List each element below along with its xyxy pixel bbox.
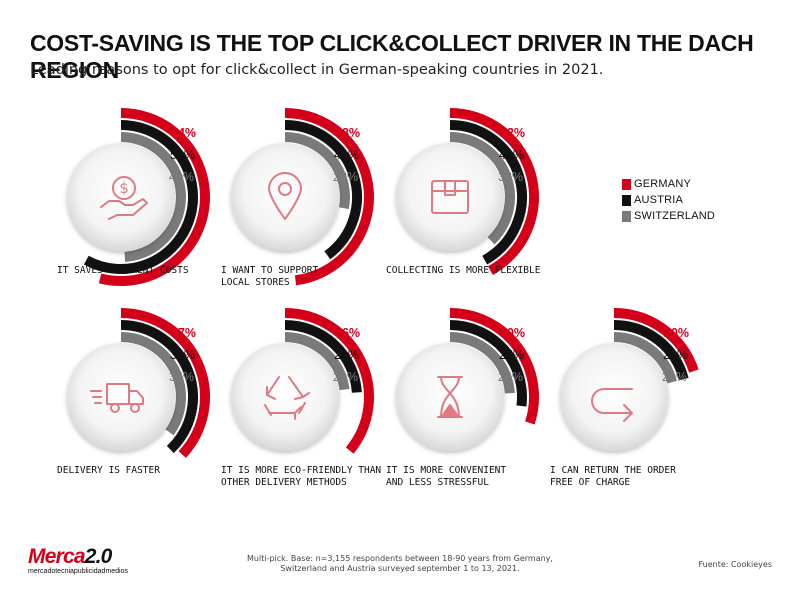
legend-item-austria: AUSTRIA — [622, 192, 715, 208]
value-label-austria: 27% — [499, 348, 524, 362]
value-label-germany: 20% — [664, 326, 689, 340]
caption-item-2: I WANT TO SUPPORT LOCAL STORES — [221, 265, 319, 288]
brand-name-part1: Merca — [28, 545, 86, 568]
legend-label-switzerland: SWITZERLAND — [634, 210, 716, 222]
arc-germany — [120, 308, 210, 458]
arc-austria — [120, 320, 198, 454]
arc-austria — [449, 120, 527, 265]
map-pin-icon — [268, 172, 302, 220]
value-label-germany: 54% — [171, 126, 196, 140]
chart-subtitle: Leading reasons to opt for click&collect… — [30, 62, 604, 78]
arc-switzerland — [284, 132, 350, 210]
chart-title: COST-SAVING IS THE TOP CLICK&COLLECT DRI… — [30, 30, 754, 83]
legend-swatch-austria — [622, 194, 631, 206]
arc-germany — [449, 308, 539, 425]
arc-switzerland — [120, 332, 186, 436]
arc-germany — [284, 308, 374, 454]
caption-item-6: IT IS MORE CONVENIENT AND LESS STRESSFUL — [386, 465, 507, 488]
caption-item-5: IT IS MORE ECO-FRIENDLY THAN OTHER DELIV… — [221, 465, 382, 488]
icon-disk — [231, 343, 339, 451]
arc-austria — [83, 120, 198, 274]
arc-austria — [284, 120, 362, 260]
value-label-germany: 37% — [171, 326, 196, 340]
legend-item-germany: GERMANY — [622, 176, 715, 192]
icon-disk — [560, 343, 668, 451]
arc-switzerland — [449, 332, 515, 394]
arc-germany — [284, 108, 374, 286]
arc-switzerland — [120, 132, 186, 262]
value-label-switzerland: 28% — [333, 170, 358, 184]
icon-disk — [67, 143, 175, 251]
radial-item-4: 37% 38% 35% — [67, 308, 210, 458]
svg-text:$: $ — [119, 179, 129, 197]
arc-austria — [284, 320, 362, 393]
legend-label-austria: AUSTRIA — [634, 194, 684, 206]
value-label-switzerland: 38% — [498, 170, 523, 184]
legend-swatch-germany — [622, 178, 631, 190]
value-label-austria: 24% — [334, 348, 359, 362]
value-label-austria: 58% — [170, 148, 195, 162]
dollar-hand-icon: $ — [100, 176, 148, 220]
legend: GERMANY AUSTRIA SWITZERLAND — [622, 176, 715, 224]
value-label-switzerland: 24% — [498, 370, 523, 384]
value-label-austria: 40% — [334, 148, 359, 162]
icon-disk — [396, 343, 504, 451]
value-label-switzerland: 35% — [169, 370, 194, 384]
icon-disk — [396, 143, 504, 251]
value-label-germany: 42% — [500, 126, 525, 140]
caption-item-4: DELIVERY IS FASTER — [57, 465, 160, 476]
caption-item-7: I CAN RETURN THE ORDER FREE OF CHARGE — [550, 465, 676, 488]
caption-item-3: COLLECTING IS MORE FLEXIBLE — [386, 265, 541, 276]
truck-icon — [90, 383, 144, 413]
arc-switzerland — [449, 132, 515, 245]
box-icon — [431, 180, 469, 214]
recycle-icon — [264, 376, 310, 420]
arc-germany — [613, 308, 699, 373]
footnote: Multi-pick. Base: n=3,155 respondents be… — [247, 554, 553, 573]
radial-item-7: 20% 21% 21% — [560, 308, 699, 451]
brand-name-part2: 2.0 — [84, 545, 113, 568]
value-label-germany: 30% — [500, 326, 525, 340]
legend-item-switzerland: SWITZERLAND — [622, 208, 715, 224]
radial-item-2: 48% 40% 28% — [231, 108, 374, 286]
value-label-germany: 48% — [335, 126, 360, 140]
arc-switzerland — [613, 332, 677, 384]
radial-item-1: $54% 58% 49% — [67, 108, 210, 286]
radial-item-6: 30% 27% 24% — [396, 308, 539, 451]
value-label-germany: 36% — [335, 326, 360, 340]
value-label-austria: 38% — [170, 348, 195, 362]
arc-germany — [98, 108, 210, 286]
value-label-switzerland: 21% — [662, 370, 687, 384]
legend-swatch-switzerland — [622, 210, 631, 222]
value-label-austria: 42% — [499, 148, 524, 162]
arc-austria — [613, 320, 689, 381]
icon-disk — [67, 343, 175, 451]
return-arrow-icon — [591, 388, 633, 422]
brand-logo: Merca2.0 mercadotecniapublicidadmedios — [28, 546, 128, 576]
hourglass-icon — [437, 376, 463, 418]
radial-item-5: 36% 24% 23% — [231, 308, 374, 454]
legend-label-germany: GERMANY — [634, 178, 692, 190]
arc-austria — [449, 320, 527, 407]
brand-tagline: mercadotecniapublicidadmedios — [28, 568, 129, 575]
value-label-austria: 21% — [663, 348, 688, 362]
value-label-switzerland: 49% — [169, 170, 194, 184]
radial-item-3: 42% 42% 38% — [396, 108, 539, 275]
arc-switzerland — [284, 332, 350, 391]
icon-disk — [231, 143, 339, 251]
caption-item-1: IT SAVES SHIPMENT COSTS — [57, 265, 189, 276]
arc-germany — [449, 108, 539, 275]
value-label-switzerland: 23% — [333, 370, 358, 384]
source-note: Fuente: Cookieyes — [698, 560, 773, 569]
